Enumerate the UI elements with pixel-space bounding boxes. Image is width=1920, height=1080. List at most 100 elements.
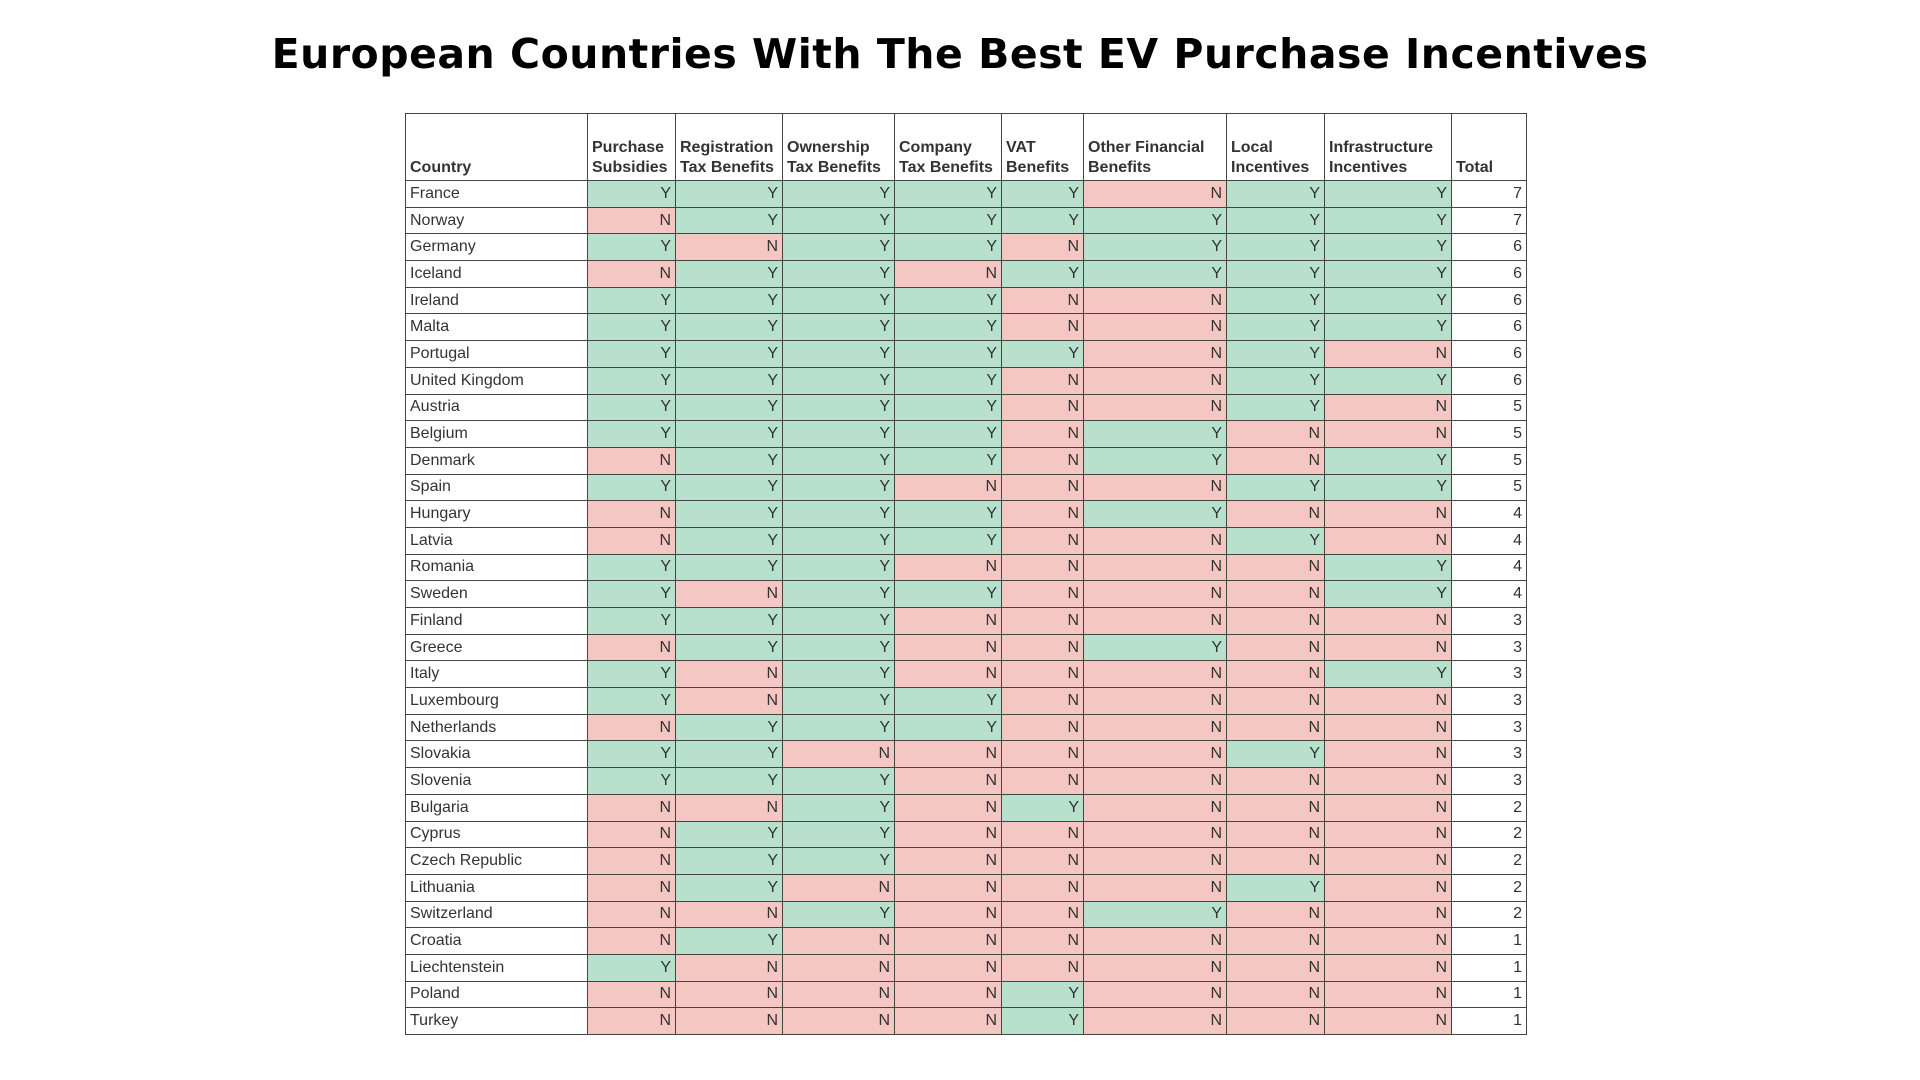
header-row: Country Purchase Subsidies Registration Ta… xyxy=(405,113,1527,181)
incentive-cell: N xyxy=(1001,233,1084,262)
incentive-cell: N xyxy=(1324,927,1452,955)
incentive-cell: N xyxy=(1001,473,1084,502)
incentive-cell: N xyxy=(675,980,783,1009)
incentive-cell: Y xyxy=(1324,366,1452,395)
incentive-cell: N xyxy=(1001,687,1084,715)
incentive-cell: N xyxy=(1083,526,1227,555)
column-header: Local Incentives xyxy=(1226,113,1325,181)
total-cell: 6 xyxy=(1451,366,1527,395)
total-cell: 2 xyxy=(1451,820,1527,849)
incentive-cell: Y xyxy=(1324,473,1452,502)
column-header: Infrastructure Incentives xyxy=(1324,113,1452,181)
incentive-cell: Y xyxy=(587,580,676,608)
incentive-cell: Y xyxy=(1324,286,1452,315)
incentive-cell: N xyxy=(894,660,1002,689)
country-cell: Poland xyxy=(405,980,588,1009)
incentive-cell: Y xyxy=(782,820,895,849)
country-cell: Lithuania xyxy=(405,873,588,902)
incentive-cell: N xyxy=(1324,847,1452,875)
country-cell: Turkey xyxy=(405,1007,588,1035)
incentive-cell: Y xyxy=(675,873,783,902)
incentive-cell: Y xyxy=(1226,180,1325,208)
incentive-cell: Y xyxy=(675,633,783,662)
total-cell: 6 xyxy=(1451,233,1527,262)
incentive-cell: Y xyxy=(782,767,895,795)
incentive-cell: N xyxy=(1001,740,1084,769)
incentive-cell: N xyxy=(587,500,676,528)
country-cell: Netherlands xyxy=(405,713,588,742)
incentive-cell: N xyxy=(1324,953,1452,982)
country-cell: Denmark xyxy=(405,446,588,475)
country-cell: Portugal xyxy=(405,340,588,368)
incentive-cell: Y xyxy=(675,446,783,475)
table-row: Greece N Y Y N N Y N N 3 xyxy=(405,633,1527,662)
incentive-cell: Y xyxy=(675,526,783,555)
incentive-cell: Y xyxy=(587,553,676,582)
incentive-cell: N xyxy=(1083,1007,1227,1035)
incentive-cell: N xyxy=(1001,366,1084,395)
incentive-cell: N xyxy=(1324,633,1452,662)
column-header: VAT Benefits xyxy=(1001,113,1084,181)
title: European Countries With The Best EV Purc… xyxy=(271,30,1649,78)
incentive-cell: N xyxy=(587,206,676,235)
country-cell: Luxembourg xyxy=(405,687,588,715)
incentive-cell: Y xyxy=(894,233,1002,262)
total-cell: 6 xyxy=(1451,313,1527,342)
incentive-cell: N xyxy=(675,660,783,689)
incentive-cell: Y xyxy=(782,180,895,208)
table-row: Belgium Y Y Y Y N Y N N 5 xyxy=(405,420,1527,448)
country-cell: Latvia xyxy=(405,526,588,555)
incentive-cell: N xyxy=(1083,927,1227,955)
incentive-cell: Y xyxy=(1083,500,1227,528)
incentive-cell: Y xyxy=(782,420,895,448)
table-row: Denmark N Y Y Y N Y N Y 5 xyxy=(405,446,1527,475)
incentive-cell: Y xyxy=(675,847,783,875)
incentive-cell: N xyxy=(1001,873,1084,902)
incentive-cell: N xyxy=(1083,847,1227,875)
incentive-cell: Y xyxy=(1324,313,1452,342)
incentive-cell: N xyxy=(894,820,1002,849)
incentive-cell: N xyxy=(1083,313,1227,342)
incentive-cell: Y xyxy=(782,713,895,742)
incentive-cell: Y xyxy=(587,393,676,422)
table-row: Croatia N Y N N N N N N 1 xyxy=(405,927,1527,955)
incentive-cell: Y xyxy=(587,180,676,208)
incentive-cell: Y xyxy=(587,607,676,635)
country-cell: France xyxy=(405,180,588,208)
incentive-cell: N xyxy=(1324,767,1452,795)
incentive-cell: Y xyxy=(675,313,783,342)
incentive-cell: Y xyxy=(1001,206,1084,235)
incentive-cell: N xyxy=(1001,446,1084,475)
total-cell: 1 xyxy=(1451,1007,1527,1035)
country-cell: Iceland xyxy=(405,260,588,288)
incentive-cell: Y xyxy=(1226,526,1325,555)
incentive-cell: N xyxy=(1324,820,1452,849)
incentive-cell: N xyxy=(894,793,1002,822)
incentive-cell: Y xyxy=(675,393,783,422)
total-cell: 2 xyxy=(1451,900,1527,929)
incentive-cell: Y xyxy=(1226,393,1325,422)
table-row: Spain Y Y Y N N N Y Y 5 xyxy=(405,473,1527,502)
table-row: Poland N N N N Y N N N 1 xyxy=(405,980,1527,1009)
incentive-cell: Y xyxy=(894,580,1002,608)
total-cell: 2 xyxy=(1451,793,1527,822)
table-body: France Y Y Y Y Y N Y Y 7 Norway N Y Y Y Y Y Y Y 7 Germany Y N Y… xyxy=(405,180,1527,1035)
country-cell: Italy xyxy=(405,660,588,689)
country-cell: Sweden xyxy=(405,580,588,608)
total-cell: 4 xyxy=(1451,553,1527,582)
incentive-cell: N xyxy=(1226,420,1325,448)
country-cell: Hungary xyxy=(405,500,588,528)
incentive-cell: Y xyxy=(1001,260,1084,288)
incentive-cell: Y xyxy=(1083,233,1227,262)
incentive-cell: N xyxy=(894,767,1002,795)
incentive-cell: Y xyxy=(782,900,895,929)
incentive-cell: N xyxy=(1001,847,1084,875)
incentive-cell: Y xyxy=(894,313,1002,342)
incentive-cell: Y xyxy=(675,366,783,395)
total-cell: 1 xyxy=(1451,980,1527,1009)
incentive-cell: Y xyxy=(894,446,1002,475)
incentive-cell: N xyxy=(894,260,1002,288)
incentive-cell: Y xyxy=(675,286,783,315)
country-cell: Bulgaria xyxy=(405,793,588,822)
incentive-cell: N xyxy=(782,980,895,1009)
